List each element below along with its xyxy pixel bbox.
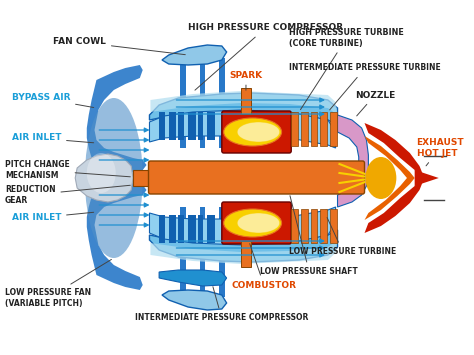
Polygon shape — [75, 154, 133, 202]
Bar — [178, 112, 184, 140]
Polygon shape — [149, 93, 337, 125]
FancyBboxPatch shape — [222, 111, 291, 153]
Bar — [207, 112, 215, 140]
Text: LOW PRESSURE TURBINE: LOW PRESSURE TURBINE — [289, 218, 397, 257]
Bar — [330, 209, 337, 243]
Text: HIGH PRESSURE COMPRESSOR: HIGH PRESSURE COMPRESSOR — [188, 23, 343, 90]
Bar — [180, 58, 186, 148]
Bar — [133, 170, 150, 186]
Ellipse shape — [85, 98, 143, 258]
Bar — [188, 112, 196, 140]
Ellipse shape — [87, 153, 116, 193]
Bar — [301, 209, 308, 243]
Ellipse shape — [237, 213, 280, 233]
Bar — [200, 207, 205, 297]
Text: COMBUSTOR: COMBUSTOR — [231, 244, 296, 289]
Bar — [291, 112, 298, 146]
Ellipse shape — [365, 157, 396, 199]
Text: NOZZLE: NOZZLE — [355, 91, 395, 116]
Text: SPARK: SPARK — [229, 71, 263, 90]
Text: LOW PRESSURE SHAFT: LOW PRESSURE SHAFT — [260, 196, 358, 277]
Text: BYPASS AIR: BYPASS AIR — [11, 93, 94, 108]
Text: AIR INLET: AIR INLET — [11, 212, 94, 223]
Text: PITCH CHANGE
MECHANISM: PITCH CHANGE MECHANISM — [5, 160, 130, 180]
Text: HIGH PRESSURE TURBINE
(CORE TURBINE): HIGH PRESSURE TURBINE (CORE TURBINE) — [289, 28, 404, 110]
Text: LOW PRESSURE FAN
(VARIABLE PITCH): LOW PRESSURE FAN (VARIABLE PITCH) — [5, 260, 111, 308]
Polygon shape — [365, 136, 415, 220]
Polygon shape — [149, 230, 337, 262]
Text: INTERMEDIATE PRESSURE TURBINE: INTERMEDIATE PRESSURE TURBINE — [289, 64, 441, 110]
Polygon shape — [150, 91, 337, 115]
Text: AIR INLET: AIR INLET — [11, 133, 94, 143]
Bar — [169, 112, 176, 140]
Polygon shape — [150, 240, 337, 264]
Bar — [159, 112, 165, 140]
Polygon shape — [87, 183, 146, 290]
Bar — [330, 112, 337, 146]
Bar — [159, 215, 165, 243]
FancyBboxPatch shape — [148, 161, 365, 194]
Bar — [241, 241, 251, 267]
Bar — [310, 112, 317, 146]
Bar — [180, 207, 186, 297]
Bar — [320, 112, 327, 146]
Polygon shape — [337, 115, 368, 207]
Bar — [241, 88, 251, 114]
Polygon shape — [149, 110, 336, 148]
Polygon shape — [159, 270, 227, 286]
Bar — [188, 215, 196, 243]
Polygon shape — [365, 123, 424, 233]
Bar — [301, 112, 308, 146]
Polygon shape — [415, 170, 439, 186]
Bar — [207, 215, 215, 243]
Bar — [310, 209, 317, 243]
Polygon shape — [87, 65, 146, 172]
Bar — [169, 215, 176, 243]
Ellipse shape — [224, 209, 282, 237]
Bar — [291, 209, 298, 243]
FancyBboxPatch shape — [222, 202, 291, 244]
Bar — [198, 215, 203, 243]
Bar — [219, 58, 225, 148]
Ellipse shape — [237, 122, 280, 142]
Polygon shape — [162, 45, 227, 65]
Text: EXHAUST
HOT JET: EXHAUST HOT JET — [417, 138, 464, 166]
Polygon shape — [162, 290, 227, 310]
Bar — [219, 207, 225, 297]
Bar — [198, 112, 203, 140]
Text: FAN COWL: FAN COWL — [53, 38, 185, 55]
Bar — [200, 58, 205, 148]
Bar — [320, 209, 327, 243]
Ellipse shape — [224, 118, 282, 146]
Bar — [178, 215, 184, 243]
Text: REDUCTION
GEAR: REDUCTION GEAR — [5, 185, 130, 205]
Polygon shape — [149, 207, 336, 245]
Text: INTERMEDIATE PRESSURE COMPRESSOR: INTERMEDIATE PRESSURE COMPRESSOR — [135, 287, 309, 322]
